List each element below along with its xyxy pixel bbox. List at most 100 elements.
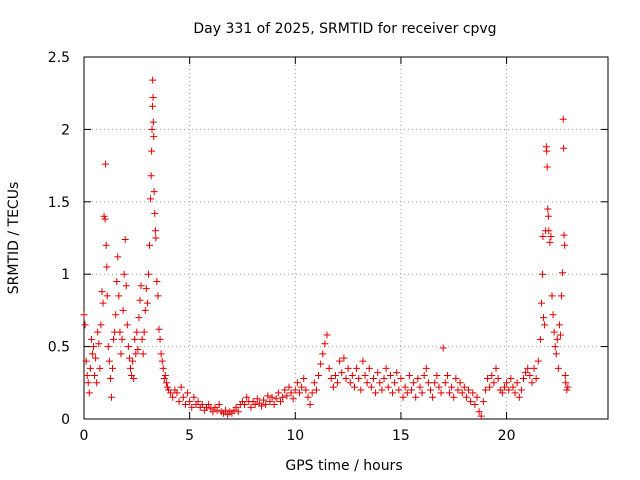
data-point (467, 398, 475, 406)
data-point (113, 277, 121, 285)
data-point (85, 389, 93, 397)
data-point (479, 398, 487, 406)
data-point (114, 253, 122, 261)
data-point (437, 389, 445, 397)
data-point (361, 372, 369, 380)
data-point (257, 402, 265, 410)
data-point (291, 386, 299, 394)
data-point (414, 374, 422, 382)
data-point (253, 395, 261, 403)
data-point (357, 386, 365, 394)
data-point (435, 383, 443, 391)
data-point (123, 321, 131, 329)
data-point (188, 403, 196, 411)
data-point (97, 321, 105, 329)
data-point (109, 364, 117, 372)
data-point (321, 340, 329, 348)
data-point (136, 296, 144, 304)
data-point (454, 386, 462, 394)
data-point (149, 118, 157, 126)
data-point (141, 306, 149, 314)
y-tick-label: 1.5 (48, 195, 70, 211)
data-point (115, 292, 123, 300)
data-point (156, 335, 164, 343)
data-point (90, 343, 98, 351)
data-point (418, 389, 426, 397)
data-point (537, 299, 545, 307)
data-point (477, 412, 485, 420)
data-point (94, 328, 102, 336)
data-point (519, 374, 527, 382)
data-point (310, 379, 318, 387)
data-point (431, 379, 439, 387)
data-point (84, 379, 92, 387)
data-point (422, 364, 430, 372)
data-point (344, 364, 352, 372)
data-point (110, 335, 118, 343)
data-point (285, 383, 293, 391)
data-point (443, 372, 451, 380)
data-point (486, 383, 494, 391)
data-point (353, 364, 361, 372)
data-point (135, 314, 143, 322)
data-point (399, 393, 407, 401)
axis-ticks (83, 56, 608, 420)
data-point (490, 379, 498, 387)
data-point (560, 231, 568, 239)
data-point (287, 389, 295, 397)
data-point (465, 386, 473, 394)
data-point (149, 76, 157, 84)
y-tick-label: 0.5 (48, 340, 70, 356)
data-point (159, 364, 167, 372)
data-point (539, 270, 546, 278)
data-point (424, 379, 432, 387)
data-point (158, 357, 166, 365)
data-point (173, 389, 181, 397)
data-point (412, 393, 420, 401)
data-point (563, 386, 571, 394)
data-point (346, 379, 354, 387)
data-point (296, 389, 304, 397)
data-point (234, 408, 242, 416)
data-point (102, 160, 110, 168)
data-point (213, 406, 221, 414)
data-point (148, 147, 156, 155)
data-point (163, 383, 171, 391)
data-point (547, 233, 555, 241)
data-point (205, 401, 213, 409)
data-point (92, 354, 100, 362)
data-point (548, 292, 556, 300)
data-point (251, 401, 259, 409)
data-point (327, 374, 335, 382)
data-point (118, 335, 126, 343)
y-tick-label: 0 (61, 412, 70, 428)
data-point (124, 343, 132, 351)
data-point (551, 343, 559, 351)
data-point (374, 369, 382, 377)
x-tick-labels: 0 5 10 15 20 (80, 428, 516, 444)
data-point (264, 392, 272, 400)
data-point (365, 364, 373, 372)
data-point (484, 374, 492, 382)
data-point (126, 364, 134, 372)
data-point (475, 408, 483, 416)
data-point (559, 269, 567, 277)
data-point (143, 299, 151, 307)
data-point (179, 393, 187, 401)
data-point (450, 393, 458, 401)
data-point (386, 372, 394, 380)
data-point (82, 357, 90, 365)
y-tick-label: 2.5 (48, 50, 70, 66)
data-point (154, 292, 162, 300)
data-point (101, 215, 109, 223)
data-point (147, 195, 155, 203)
x-tick-label: 15 (392, 428, 410, 444)
data-point (266, 398, 274, 406)
data-point (104, 343, 112, 351)
data-point (456, 379, 464, 387)
data-point (103, 292, 111, 300)
data-point (522, 369, 530, 377)
data-point (87, 335, 95, 343)
data-point (552, 350, 560, 358)
data-point (83, 372, 91, 380)
